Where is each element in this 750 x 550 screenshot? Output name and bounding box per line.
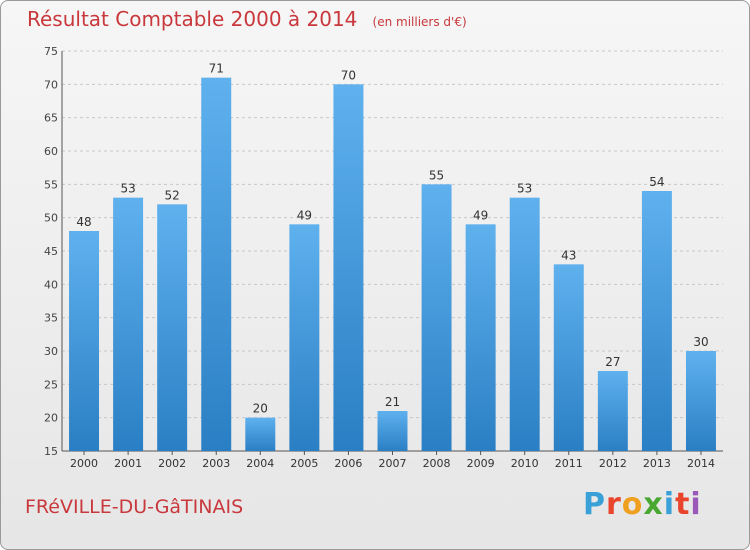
- data-label: 53: [517, 182, 532, 196]
- bar: [685, 351, 716, 451]
- x-tick-label: 2009: [467, 457, 495, 470]
- bar: [289, 224, 320, 451]
- commune-name: FRéVILLE-DU-GâTINAIS: [25, 496, 244, 518]
- x-tick-label: 2014: [687, 457, 715, 470]
- x-tick-label: 2005: [290, 457, 318, 470]
- y-tick-label: 55: [44, 178, 58, 191]
- y-tick-label: 35: [44, 312, 58, 325]
- y-tick-label: 15: [44, 445, 58, 458]
- bar: [509, 197, 540, 451]
- data-label: 52: [165, 188, 180, 202]
- bar: [641, 191, 672, 451]
- logo-letter: x: [643, 487, 664, 522]
- x-tick-label: 2003: [202, 457, 230, 470]
- y-tick-label: 20: [44, 412, 58, 425]
- data-label: 30: [693, 335, 708, 349]
- data-label: 70: [341, 68, 356, 82]
- y-tick-label: 40: [44, 278, 58, 291]
- y-tick-label: 65: [44, 112, 58, 125]
- logo-letter: t: [675, 487, 691, 522]
- bar: [421, 184, 452, 452]
- chart-title: Résultat Comptable 2000 à 2014: [27, 7, 358, 31]
- x-tick-label: 2012: [599, 457, 627, 470]
- y-tick-label: 70: [44, 78, 58, 91]
- data-label: 49: [297, 208, 312, 222]
- logo-letter: i: [690, 487, 702, 522]
- data-label: 48: [76, 215, 91, 229]
- x-tick-label: 2006: [334, 457, 362, 470]
- bar: [69, 231, 100, 451]
- x-tick-label: 2000: [70, 457, 98, 470]
- bar: [597, 371, 628, 451]
- labels: 15 20 25 30 35 40 45 50 55 60 65 70 75 48 2000 53 2001 52…: [44, 45, 715, 470]
- data-label: 20: [253, 402, 268, 416]
- x-tick-label: 2013: [643, 457, 671, 470]
- data-label: 21: [385, 395, 400, 409]
- y-tick-label: 30: [44, 345, 58, 358]
- y-tick-label: 45: [44, 245, 58, 258]
- x-tick-label: 2004: [246, 457, 274, 470]
- y-tick-label: 25: [44, 378, 58, 391]
- data-label: 27: [605, 355, 620, 369]
- logo-letter: P: [583, 487, 606, 522]
- logo-letter: i: [663, 487, 676, 522]
- x-tick-label: 2002: [158, 457, 186, 470]
- data-label: 49: [473, 208, 488, 222]
- y-tick-label: 50: [44, 212, 58, 225]
- bar: [113, 197, 144, 451]
- bar: [377, 411, 408, 451]
- proxiti-logo: Proxiti: [583, 487, 702, 522]
- chart-unit: (en milliers d'€): [372, 15, 467, 29]
- data-label: 55: [429, 168, 444, 182]
- x-tick-label: 2011: [555, 457, 583, 470]
- bar: [465, 224, 496, 451]
- x-tick-label: 2001: [114, 457, 142, 470]
- data-label: 54: [649, 175, 664, 189]
- x-tick-label: 2008: [423, 457, 451, 470]
- logo-letter: o: [621, 487, 644, 522]
- data-label: 53: [120, 182, 135, 196]
- x-tick-label: 2010: [511, 457, 539, 470]
- data-label: 43: [561, 248, 576, 262]
- bar: [157, 204, 188, 451]
- x-tick-label: 2007: [379, 457, 407, 470]
- title-row: Résultat Comptable 2000 à 2014 (en milli…: [27, 7, 467, 31]
- bar: [201, 77, 232, 452]
- bar: [245, 417, 276, 451]
- logo-letter: r: [606, 487, 622, 522]
- bar: [553, 264, 584, 451]
- y-tick-label: 60: [44, 145, 58, 158]
- y-tick-label: 75: [44, 45, 58, 58]
- bars: [69, 77, 716, 452]
- bar: [333, 84, 364, 451]
- data-label: 71: [209, 62, 224, 76]
